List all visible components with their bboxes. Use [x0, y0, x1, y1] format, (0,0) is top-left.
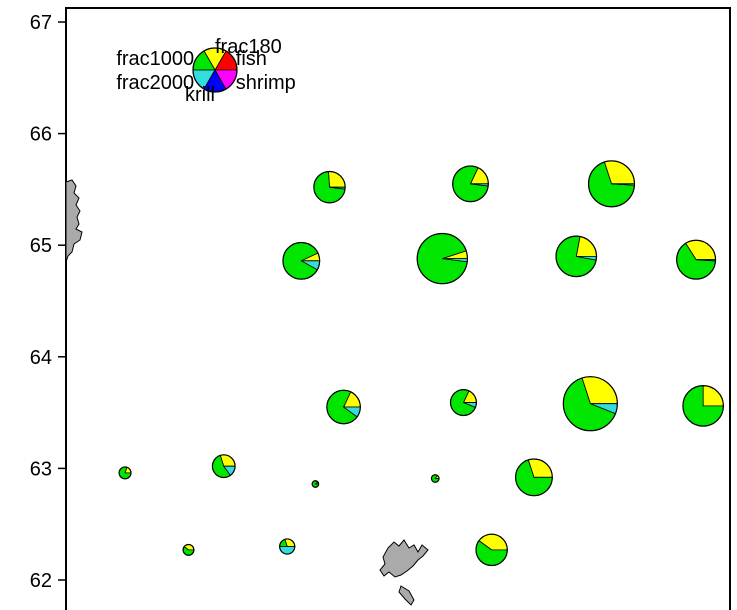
station-pie-slice-frac2000 [279, 546, 296, 555]
y-tick-label: 62 [30, 570, 52, 592]
y-axis: 62 63 64 65 66 67 [30, 12, 66, 592]
legend-label-shrimp: shrimp [236, 72, 296, 94]
station-pie [676, 239, 717, 280]
station-pie [326, 389, 361, 425]
station-pie-outline [587, 160, 636, 208]
legend-label-fish: fish [236, 48, 267, 70]
station-pie-outline [514, 458, 553, 497]
land-features [65, 179, 429, 606]
station-pies [118, 160, 725, 567]
station-pie-outline [682, 385, 725, 427]
plot-frame [65, 7, 731, 610]
station-pie [682, 385, 725, 427]
legend-label-krill: krill [185, 84, 215, 106]
station-pie [475, 533, 508, 567]
station-pie-outline [282, 241, 321, 280]
y-tick-label: 63 [30, 458, 52, 480]
y-tick-label: 64 [30, 347, 52, 369]
station-pie [311, 480, 320, 488]
station-pie-outline [211, 454, 236, 479]
station-pie-outline [562, 376, 618, 432]
station-pie-outline [326, 389, 361, 425]
station-pie [279, 538, 296, 555]
station-pie [430, 474, 440, 483]
station-pie-outline [475, 533, 508, 567]
faroe-land [379, 539, 429, 606]
station-pie [211, 454, 236, 479]
legend-label-frac1000: frac1000 [116, 48, 194, 70]
station-pie [282, 241, 321, 280]
station-pie [416, 232, 469, 285]
station-pie [118, 466, 132, 480]
station-pie-outline [416, 232, 469, 285]
y-tick-label: 67 [30, 12, 52, 34]
station-pie-outline [676, 239, 717, 280]
station-pie-outline [279, 538, 296, 555]
shetland-land [65, 179, 83, 263]
legend-pie-outline [192, 47, 238, 93]
station-pie-outline [182, 543, 195, 556]
station-pie [587, 160, 636, 208]
station-pie [555, 235, 598, 278]
legend-label-frac180: frac180 [215, 36, 282, 58]
station-pie [562, 376, 618, 432]
station-pie-outline [452, 165, 489, 203]
station-pie [449, 388, 478, 417]
station-pie [514, 458, 553, 497]
y-tick-label: 65 [30, 235, 52, 257]
legend-pie [192, 47, 238, 93]
station-pie-outline [430, 474, 440, 483]
station-pie [452, 165, 489, 203]
station-pie-outline [313, 170, 346, 204]
y-tick-label: 66 [30, 124, 52, 146]
station-pie [313, 170, 346, 204]
station-pie-outline [449, 388, 478, 417]
station-pie-outline [555, 235, 598, 278]
station-pie [182, 543, 195, 556]
station-pie-outline [118, 466, 132, 480]
station-pie-outline [311, 480, 320, 488]
legend-label-frac2000: frac2000 [116, 72, 194, 94]
